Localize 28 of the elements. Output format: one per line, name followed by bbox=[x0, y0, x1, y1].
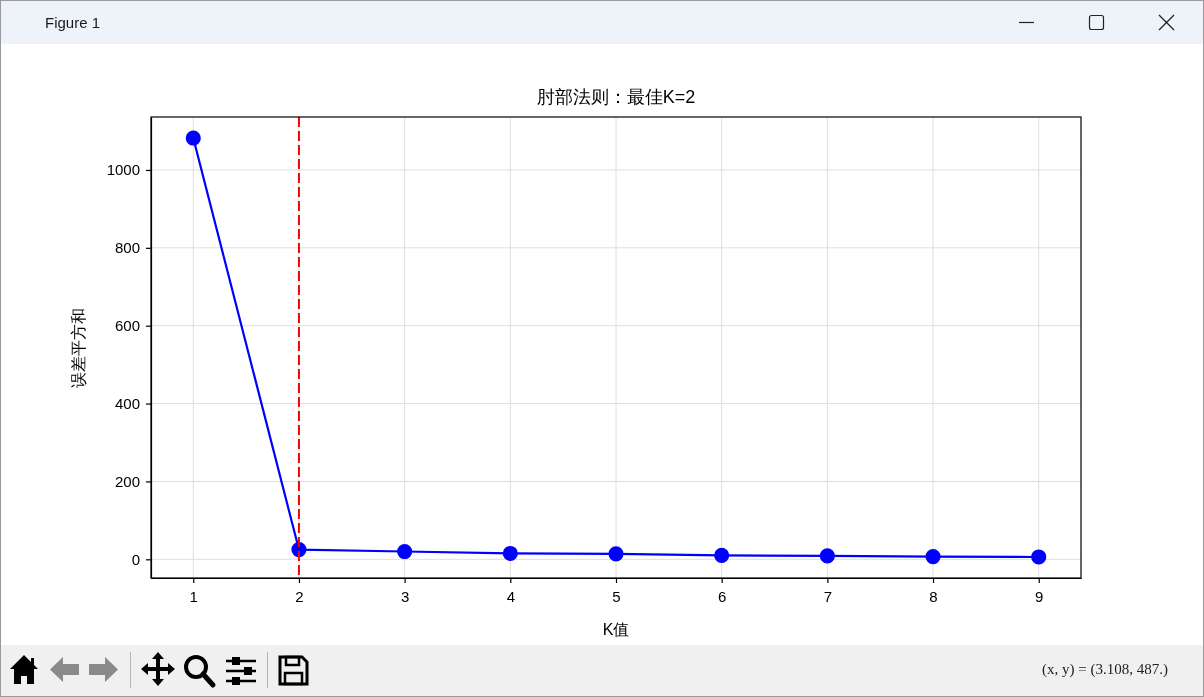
y-tick-label: 0 bbox=[131, 550, 140, 568]
point bbox=[502, 545, 518, 562]
x-tick-label: 5 bbox=[612, 587, 621, 605]
point bbox=[397, 543, 413, 560]
x-tick-label: 8 bbox=[929, 587, 938, 605]
point bbox=[1031, 549, 1047, 565]
y-tick-label: 800 bbox=[114, 239, 140, 257]
point bbox=[608, 546, 624, 562]
y-tick-label: 200 bbox=[114, 472, 140, 490]
point bbox=[185, 130, 201, 146]
x-tick-label: 7 bbox=[823, 587, 833, 605]
x-tick-label: 9 bbox=[1035, 587, 1044, 605]
y-axis-title: 误差平方和 bbox=[70, 307, 87, 388]
x-tick-label: 1 bbox=[189, 587, 198, 605]
y-tick-label: 1000 bbox=[106, 161, 140, 179]
caption: Figure 1 bbox=[45, 14, 101, 31]
text: (x, y) = (3.108, 487.) bbox=[1042, 661, 1168, 678]
x-tick-label: 6 bbox=[718, 587, 727, 605]
point bbox=[819, 548, 835, 564]
x-tick-label: 2 bbox=[295, 587, 304, 605]
y-tick-label: 400 bbox=[114, 394, 140, 412]
x-tick-label: 4 bbox=[506, 587, 515, 605]
chart-title: 肘部法则：最佳K=2 bbox=[536, 87, 696, 107]
x-axis-title: K值 bbox=[602, 621, 630, 638]
point bbox=[714, 547, 730, 563]
y-tick-label: 600 bbox=[114, 317, 140, 334]
point bbox=[925, 549, 941, 565]
x-tick-label: 3 bbox=[400, 587, 410, 605]
